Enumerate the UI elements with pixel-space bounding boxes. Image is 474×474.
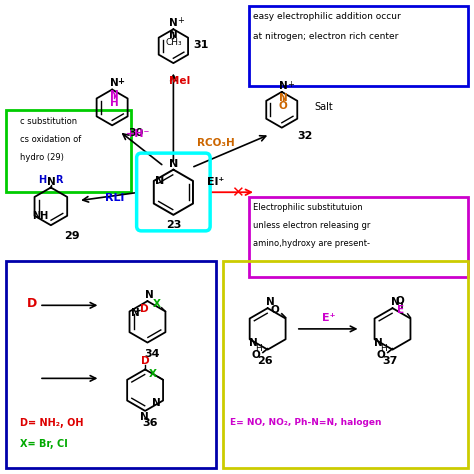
- Text: N: N: [152, 398, 160, 408]
- Text: Electrophilic substitutuion: Electrophilic substitutuion: [254, 203, 363, 212]
- Text: N: N: [47, 177, 56, 187]
- Text: N: N: [266, 298, 275, 308]
- Text: 30: 30: [128, 128, 143, 138]
- Text: R: R: [55, 175, 63, 185]
- Text: 34: 34: [145, 349, 160, 359]
- Text: +: +: [117, 76, 124, 85]
- Text: Salt: Salt: [315, 102, 334, 112]
- Text: O: O: [377, 350, 385, 360]
- Text: D: D: [141, 356, 149, 366]
- Text: N: N: [169, 30, 178, 40]
- Text: X: X: [149, 369, 157, 379]
- Text: D: D: [140, 304, 149, 314]
- Text: N: N: [391, 298, 400, 308]
- Text: O: O: [279, 101, 288, 111]
- Text: D: D: [27, 297, 37, 310]
- Text: c substitution: c substitution: [20, 117, 77, 126]
- Text: ✕: ✕: [231, 185, 243, 200]
- Bar: [249, 197, 468, 277]
- Text: 37: 37: [383, 356, 398, 366]
- Text: O: O: [396, 296, 404, 306]
- Text: H: H: [109, 98, 118, 108]
- Text: N: N: [146, 291, 154, 301]
- Text: H: H: [255, 344, 262, 353]
- Text: N: N: [279, 81, 288, 91]
- Bar: [223, 261, 468, 468]
- Text: 26: 26: [257, 356, 273, 366]
- Text: N: N: [169, 18, 178, 28]
- Text: E: E: [397, 305, 404, 315]
- Text: 32: 32: [298, 131, 313, 141]
- Text: MeI: MeI: [169, 75, 190, 85]
- Text: E⁺: E⁺: [322, 313, 336, 323]
- Text: NH: NH: [32, 211, 48, 221]
- Text: easy electrophilic addition occur: easy electrophilic addition occur: [254, 12, 401, 21]
- Bar: [6, 110, 131, 192]
- Text: hydro (29): hydro (29): [20, 153, 64, 162]
- Text: N: N: [155, 176, 164, 186]
- Text: cs oxidation of: cs oxidation of: [20, 135, 82, 144]
- Text: N: N: [131, 308, 140, 318]
- Bar: [6, 261, 216, 468]
- Text: D= NH₂, OH: D= NH₂, OH: [20, 419, 84, 428]
- Text: H: H: [38, 175, 46, 185]
- Bar: [249, 6, 468, 86]
- Text: N: N: [169, 159, 178, 169]
- Text: 29: 29: [64, 230, 80, 241]
- Text: N: N: [109, 78, 118, 88]
- Text: RCO₃H: RCO₃H: [197, 138, 235, 148]
- Text: +H⁻: +H⁻: [126, 129, 150, 139]
- Text: O: O: [271, 305, 280, 315]
- Text: 36: 36: [142, 418, 157, 428]
- Text: N: N: [109, 90, 118, 100]
- Text: El⁺: El⁺: [207, 177, 224, 187]
- Text: O: O: [252, 350, 261, 360]
- Text: N: N: [279, 93, 288, 103]
- Text: E= NO, NO₂, Ph-N=N, halogen: E= NO, NO₂, Ph-N=N, halogen: [230, 419, 382, 428]
- Text: H: H: [380, 344, 386, 353]
- Text: N: N: [249, 338, 258, 348]
- Text: 23: 23: [166, 220, 181, 230]
- Text: N: N: [140, 412, 148, 422]
- Text: RLi: RLi: [105, 193, 124, 203]
- Text: unless electron releasing gr: unless electron releasing gr: [254, 221, 371, 230]
- Text: X: X: [153, 300, 161, 310]
- Text: amino,hydroxy are present-: amino,hydroxy are present-: [254, 239, 371, 248]
- Text: X= Br, Cl: X= Br, Cl: [20, 438, 68, 449]
- Text: +: +: [177, 16, 184, 25]
- Text: at nitrogen; electron rich center: at nitrogen; electron rich center: [254, 32, 399, 41]
- Text: N: N: [374, 338, 383, 348]
- Text: CH₃: CH₃: [165, 38, 182, 47]
- Text: 31: 31: [193, 40, 209, 50]
- Text: +: +: [287, 80, 294, 89]
